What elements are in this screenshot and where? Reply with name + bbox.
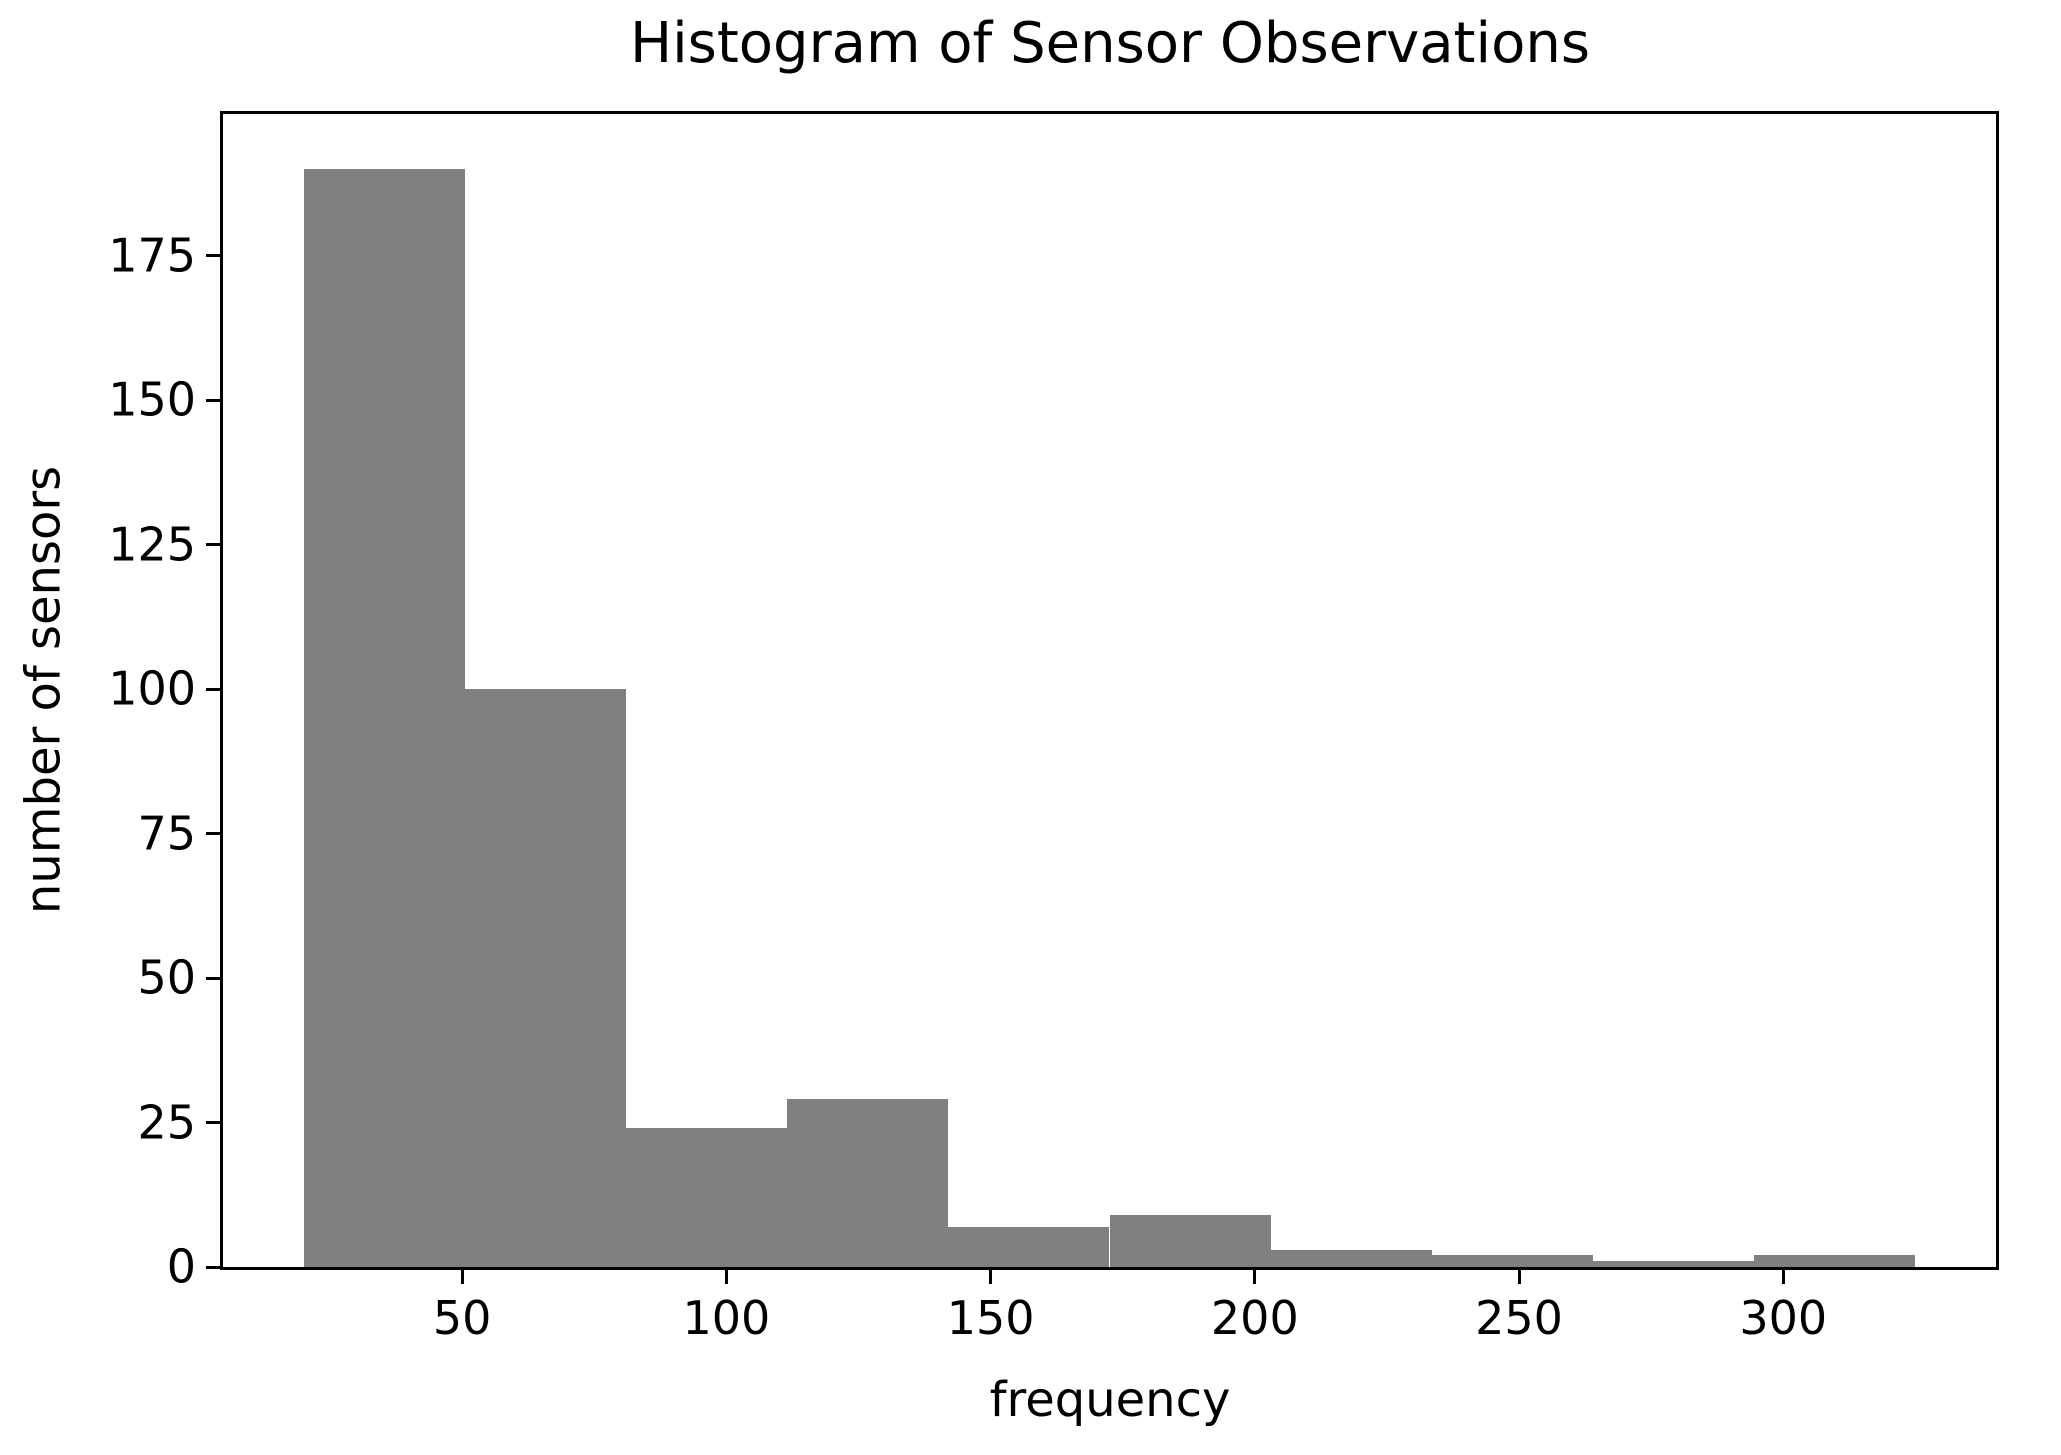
x-tick-label: 200 bbox=[1210, 1291, 1299, 1345]
y-tick-mark bbox=[206, 1265, 223, 1269]
x-tick-label: 300 bbox=[1739, 1291, 1828, 1345]
chart-title: Histogram of Sensor Observations bbox=[629, 11, 1591, 76]
histogram-bar bbox=[303, 168, 465, 1267]
y-tick-mark bbox=[206, 543, 223, 547]
y-tick-mark bbox=[206, 254, 223, 258]
histogram-bar bbox=[1109, 1215, 1271, 1267]
y-tick-label: 75 bbox=[137, 806, 196, 861]
y-tick-label: 125 bbox=[108, 517, 196, 572]
y-tick-mark bbox=[206, 976, 223, 980]
histogram-bar bbox=[1754, 1255, 1916, 1267]
histogram-bar bbox=[464, 689, 626, 1267]
histogram-bar bbox=[1270, 1249, 1432, 1267]
y-tick-mark bbox=[206, 832, 223, 836]
x-tick-mark bbox=[1781, 1267, 1785, 1284]
y-tick-label: 150 bbox=[108, 372, 196, 427]
x-axis-label: frequency bbox=[989, 1372, 1231, 1428]
y-tick-label: 175 bbox=[108, 228, 196, 283]
y-tick-mark bbox=[206, 398, 223, 402]
y-tick-label: 25 bbox=[137, 1095, 196, 1150]
plot-area: 50 100 150 200 250 300 0 25 50 75 100 125 150 175 bbox=[108, 111, 1999, 1343]
histogram-bar bbox=[787, 1099, 949, 1267]
histogram-bar bbox=[948, 1226, 1110, 1267]
histogram-bar bbox=[1431, 1255, 1594, 1267]
y-axis-label: number of sensors bbox=[15, 465, 72, 915]
x-tick-label: 150 bbox=[946, 1291, 1035, 1345]
x-tick-label: 100 bbox=[682, 1291, 771, 1345]
x-tick-label: 50 bbox=[432, 1291, 492, 1345]
y-tick-label: 0 bbox=[166, 1239, 196, 1294]
x-tick-mark bbox=[724, 1267, 728, 1284]
y-tick-label: 50 bbox=[137, 950, 196, 1005]
y-tick-mark bbox=[206, 1121, 223, 1124]
x-tick-mark bbox=[1517, 1267, 1521, 1284]
x-tick-mark bbox=[460, 1267, 464, 1284]
x-tick-mark bbox=[989, 1267, 993, 1284]
x-tick-mark bbox=[1253, 1267, 1257, 1284]
y-tick-label: 100 bbox=[108, 661, 196, 716]
histogram-bar bbox=[625, 1128, 788, 1267]
histogram-bar bbox=[1593, 1261, 1755, 1267]
y-tick-mark bbox=[206, 687, 223, 691]
x-tick-label: 250 bbox=[1475, 1291, 1563, 1345]
